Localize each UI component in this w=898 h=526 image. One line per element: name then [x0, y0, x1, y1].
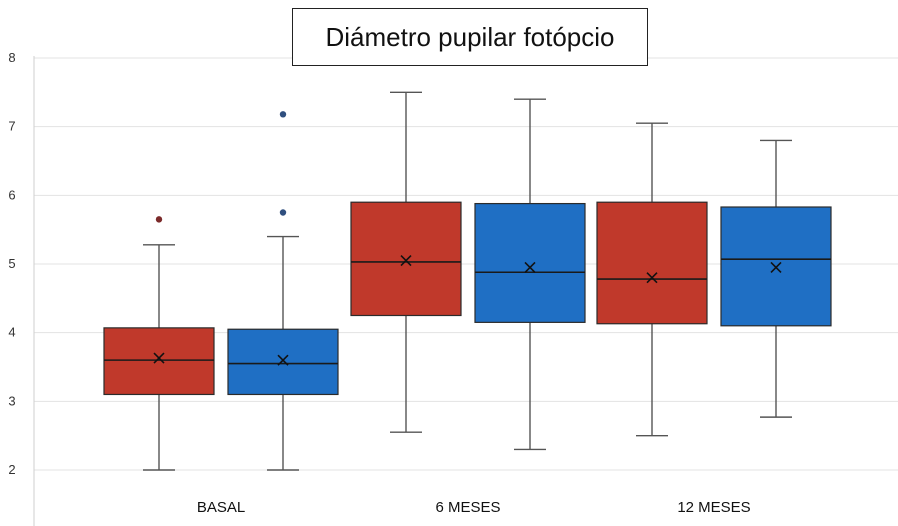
y-tick-label-5: 5 — [8, 256, 15, 271]
y-tick-label-6: 6 — [8, 187, 15, 202]
x-tick-label-1: 6 MESES — [435, 499, 500, 516]
box-iqr — [227, 328, 339, 396]
outlier-point-1 — [279, 111, 287, 118]
outlier-point-0 — [155, 216, 163, 223]
y-tick-label-2: 2 — [8, 462, 15, 477]
mean-marker-b — [153, 352, 165, 364]
box-s1-g1 — [474, 98, 586, 451]
y-tick-label-3: 3 — [8, 393, 15, 408]
box-s0-g2 — [596, 122, 708, 437]
chart-title: Diámetro pupilar fotópcio — [325, 21, 615, 52]
x-tick-label-2: 12 MESES — [677, 499, 750, 516]
box-iqr — [596, 201, 708, 325]
y-tick-label-4: 4 — [8, 325, 15, 340]
box-s1-g2 — [720, 139, 832, 418]
box-s0-g1 — [350, 91, 462, 433]
box-s0-g0 — [103, 216, 215, 471]
boxes — [103, 91, 832, 471]
box-iqr — [103, 327, 215, 396]
mean-marker-b — [524, 261, 536, 273]
mean-marker-b — [277, 354, 289, 366]
mean-marker-b — [646, 272, 658, 284]
chart-title-box: Diámetro pupilar fotópcio — [292, 8, 648, 66]
x-axis-ticks: BASAL 6 MESES 12 MESES — [197, 499, 751, 516]
y-tick-label-7: 7 — [8, 119, 15, 134]
box-s1-g0 — [227, 111, 339, 471]
outlier-point-0 — [279, 209, 287, 216]
box-iqr — [350, 201, 462, 317]
box-iqr — [474, 202, 586, 323]
y-axis-ticks: 2 3 4 5 6 7 8 — [8, 50, 15, 477]
y-tick-label-8: 8 — [8, 50, 15, 65]
mean-marker-b — [770, 261, 782, 273]
mean-marker-b — [400, 255, 412, 267]
x-tick-label-0: BASAL — [197, 499, 245, 516]
